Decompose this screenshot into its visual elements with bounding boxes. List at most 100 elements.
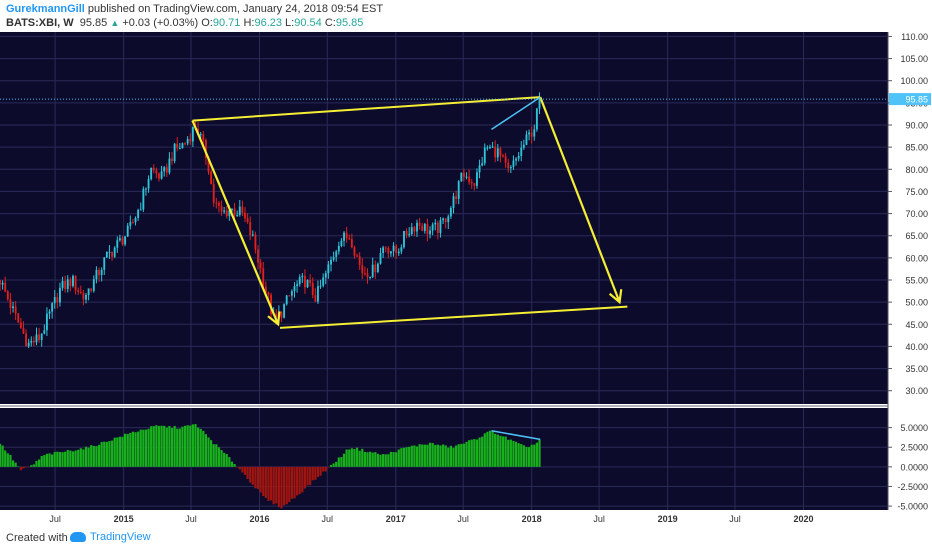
candle-body [418, 222, 421, 226]
oscillator-bar-positive [520, 444, 523, 467]
candle-body [502, 155, 504, 157]
oscillator-bar-positive [392, 451, 395, 467]
oscillator-bar-positive [189, 425, 192, 467]
candle-body [69, 279, 72, 287]
footer: Created with TradingView [0, 528, 932, 550]
candle-body [14, 306, 17, 314]
oscillator-bar-positive [11, 460, 15, 467]
candle-body [340, 240, 343, 246]
oscillator-bar-positive [32, 464, 35, 467]
oscillator-bar-positive [504, 436, 507, 467]
candle-body [426, 223, 429, 235]
candle-body [528, 132, 531, 135]
time-axis-label: Jul [729, 514, 741, 524]
candle-body [301, 275, 304, 278]
candle-body [283, 304, 286, 318]
candle-body [176, 143, 179, 149]
oscillator-bar-positive [470, 439, 473, 467]
tradingview-logo[interactable]: TradingView [70, 531, 151, 543]
price-axis-background [888, 32, 932, 528]
tradingview-brand: TradingView [90, 531, 151, 543]
oscillator-bar-positive [45, 453, 49, 467]
candle-body [168, 158, 171, 173]
oscillator-bar-positive [194, 424, 197, 467]
candle-body [392, 245, 395, 252]
oscillator-bar-positive [449, 445, 452, 467]
oscillator-bar-negative [314, 466, 317, 480]
price-divergence-line [491, 96, 541, 131]
candle-body [108, 251, 111, 253]
candle-body [259, 262, 262, 269]
candle-body [124, 236, 127, 245]
author-name[interactable]: GurekmannGill [6, 3, 85, 15]
candle-body [319, 285, 322, 287]
oscillator-bar-positive [212, 444, 215, 467]
oscillator-bar-positive [53, 451, 56, 467]
candle-body [405, 230, 408, 236]
oscillator-bar-positive [415, 446, 419, 467]
low-label: L: [285, 17, 295, 29]
candle-body [538, 99, 541, 109]
oscillator-bar-negative [272, 466, 275, 505]
oscillator-bar-positive [220, 450, 223, 467]
symbol-label[interactable]: BATS:XBI, W [6, 17, 74, 29]
oscillator-bar-positive [84, 446, 88, 467]
oscillator-bar-positive [134, 432, 137, 467]
oscillator-axis-label: -2.5000 [897, 482, 928, 492]
oscillator-bar-positive [538, 439, 541, 467]
chart-area[interactable]: 110.00105.00100.0095.0090.0085.0080.0075… [0, 32, 932, 528]
oscillator-bar-positive [129, 432, 132, 467]
oscillator-bar-positive [496, 434, 499, 467]
candle-body [155, 170, 158, 174]
price-axis-label: 75.00 [905, 187, 928, 197]
oscillator-bar-positive [535, 442, 539, 467]
candle-body [384, 247, 387, 249]
oscillator-bar-positive [488, 430, 492, 467]
time-axis-label: Jul [322, 514, 334, 524]
oscillator-bar-positive [460, 443, 463, 467]
candle-body [533, 129, 536, 137]
oscillator-bar-positive [95, 446, 98, 467]
oscillator-bar-positive [1, 445, 4, 467]
oscillator-bar-positive [389, 451, 393, 467]
candle-body [244, 212, 246, 219]
price-axis-label: 45.00 [905, 320, 928, 330]
oscillator-bar-positive [56, 451, 59, 467]
candle-body [40, 333, 43, 341]
oscillator-bar-positive [37, 459, 41, 467]
oscillator-bar-positive [342, 453, 346, 467]
oscillator-bar-positive [204, 434, 208, 467]
candle-body [345, 232, 348, 239]
lower-trendline [279, 305, 628, 329]
oscillator-bar-positive [533, 444, 536, 467]
oscillator-bar-positive [426, 444, 429, 467]
candle-body [517, 155, 520, 159]
last-price-label: 95.85 [905, 95, 928, 105]
oscillator-bar-positive [66, 449, 69, 467]
oscillator-bar-positive [118, 436, 121, 467]
oscillator-bar-positive [400, 448, 403, 467]
candle-body [468, 176, 471, 183]
candle-body [314, 295, 317, 302]
oscillator-axis-label: -5.0000 [897, 502, 928, 512]
candle-body [131, 222, 134, 224]
candle-body [366, 273, 369, 278]
candle-body [288, 295, 291, 297]
candle-body [298, 277, 301, 285]
oscillator-bar-positive [183, 425, 187, 467]
oscillator-bar-positive [163, 425, 166, 467]
candle-body [376, 263, 379, 272]
candle-body [408, 234, 411, 236]
candle-body [30, 340, 33, 343]
candle-body [103, 257, 106, 270]
time-axis-label: 2018 [522, 514, 542, 524]
oscillator-bar-positive [90, 445, 93, 467]
oscillator-bar-positive [92, 445, 95, 467]
oscillator-bar-negative [256, 466, 260, 490]
candle-body [113, 247, 116, 257]
arrow-head [608, 289, 623, 305]
candle-body [363, 273, 366, 275]
oscillator-bar-positive [361, 448, 364, 467]
candle-body [98, 269, 100, 275]
oscillator-bar-positive [509, 439, 512, 467]
